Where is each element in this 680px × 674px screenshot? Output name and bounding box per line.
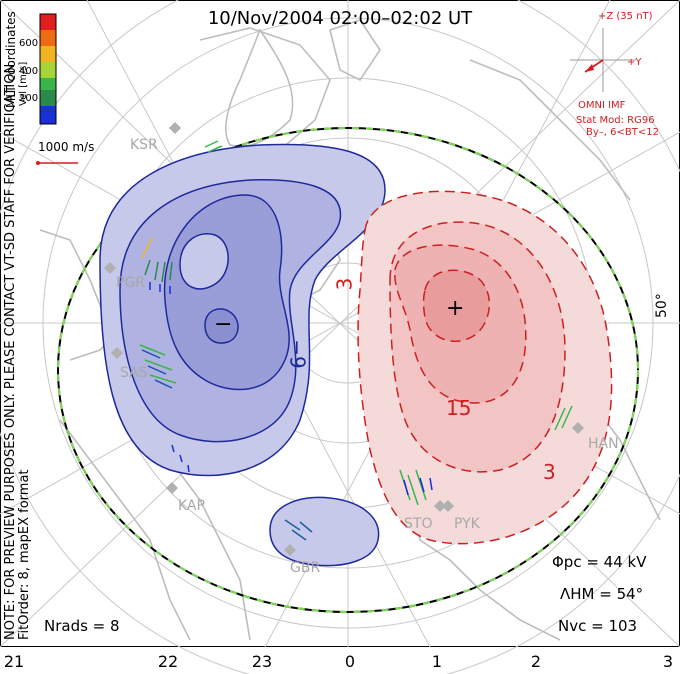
- station-label-sas: SAS: [120, 365, 148, 381]
- mlt-label-22: 22: [157, 652, 179, 671]
- contour-label-neg9: −9: [285, 339, 310, 369]
- contour-label-3-right: 3: [543, 460, 556, 484]
- preview-note-line1: NOTE: FOR PREVIEW PURPOSES ONLY. PLEASE …: [3, 59, 18, 640]
- station-label-gbr: GBR: [290, 560, 321, 576]
- vector-scale-label: 1000 m/s: [38, 140, 95, 154]
- coordinate-system-label: MLT coordinates: [4, 11, 18, 108]
- stat-phi-pc: Φpc = 44 kV: [552, 553, 647, 571]
- station-label-ksr: KSR: [130, 137, 158, 153]
- stat-n-vc: Nvc = 103: [558, 617, 638, 635]
- map-title: 10/Nov/2004 02:00–02:02 UT: [207, 8, 473, 29]
- mlt-label-0: 0: [344, 652, 356, 671]
- mlt-label-23: 23: [251, 652, 273, 671]
- imf-source-label: OMNI IMF: [578, 100, 626, 111]
- latitude-label: 50°: [654, 293, 670, 318]
- colorbar-tick-600: 600: [19, 38, 39, 49]
- stat-model-label: Stat Mod: RG96: [576, 115, 655, 126]
- velocity-vectors: [139, 140, 573, 541]
- station-label-kap: KAP: [178, 498, 205, 514]
- station-markers: [104, 122, 584, 556]
- stat-condition-label: By–, 6<BT<12: [586, 127, 659, 138]
- hm-boundary: [57, 127, 639, 613]
- negative-potential-cell-small: [269, 496, 380, 567]
- negative-potential-cell: [99, 143, 386, 477]
- vector-scale-bar: [36, 161, 78, 165]
- station-label-han: HAN: [588, 436, 619, 452]
- contour-label-3-left: 3: [332, 277, 357, 291]
- mlt-label-2: 2: [530, 652, 542, 671]
- velocity-colorbar: [39, 13, 57, 125]
- stat-lambda-hm: ΛHM = 54°: [560, 585, 644, 603]
- mlt-label-3: 3: [662, 652, 674, 671]
- imf-clock-dial: [570, 28, 636, 92]
- mlt-label-1: 1: [431, 652, 443, 671]
- colorbar-tick-200: 200: [19, 93, 39, 104]
- station-label-pgr: PGR: [116, 275, 146, 291]
- potential-min-marker: −: [214, 312, 233, 337]
- stat-n-rads: Nrads = 8: [44, 617, 120, 635]
- positive-potential-cell: [357, 190, 613, 545]
- imf-z-label: +Z (35 nT): [598, 11, 653, 22]
- contour-label-15: 15: [446, 396, 472, 420]
- imf-y-label: +Y: [627, 57, 642, 68]
- station-label-pyk: PYK: [454, 516, 480, 532]
- mlt-label-21: 21: [3, 652, 25, 671]
- colorbar-tick-400: 400: [19, 66, 39, 77]
- fit-order-line: FitOrder: 8, mapEX format: [17, 469, 32, 640]
- preview-note: NOTE: FOR PREVIEW PURPOSES ONLY. PLEASE …: [3, 59, 32, 640]
- station-label-sto: STO: [404, 516, 433, 532]
- potential-max-marker: +: [446, 296, 465, 321]
